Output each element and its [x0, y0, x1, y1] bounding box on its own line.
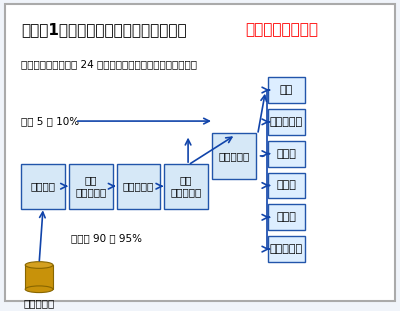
Text: 飲料用蛇口: 飲料用蛇口	[270, 117, 303, 127]
Text: 風呂水: 風呂水	[276, 180, 296, 190]
Text: パケット通信により 24 時間施設の安全を監視いたします。: パケット通信により 24 時間施設の安全を監視いたします。	[21, 59, 197, 69]
Text: 井水受水槽: 井水受水槽	[123, 181, 154, 191]
Text: 井戸水 90 ～ 95%: 井戸水 90 ～ 95%	[71, 233, 142, 243]
Text: 工法（1）市水と井戸水を混用使用する: 工法（1）市水と井戸水を混用使用する	[21, 23, 187, 38]
FancyBboxPatch shape	[268, 109, 305, 135]
FancyBboxPatch shape	[5, 4, 395, 301]
Text: トイレ: トイレ	[276, 149, 296, 159]
FancyBboxPatch shape	[212, 133, 256, 179]
FancyBboxPatch shape	[69, 164, 113, 209]
Text: 厨房: 厨房	[280, 85, 293, 95]
FancyBboxPatch shape	[164, 164, 208, 209]
FancyBboxPatch shape	[268, 141, 305, 166]
Text: 既設受水槽: 既設受水槽	[218, 151, 249, 161]
FancyBboxPatch shape	[268, 236, 305, 262]
Text: （専用水道許可）: （専用水道許可）	[246, 23, 319, 38]
Ellipse shape	[25, 286, 53, 293]
FancyBboxPatch shape	[116, 164, 160, 209]
Text: 滅菌装置: 滅菌装置	[30, 181, 56, 191]
Text: ２次
膜ろ過装置: ２次 膜ろ過装置	[170, 175, 202, 197]
FancyBboxPatch shape	[268, 173, 305, 198]
FancyBboxPatch shape	[268, 204, 305, 230]
FancyBboxPatch shape	[25, 265, 53, 289]
Text: 井戸ポンプ: 井戸ポンプ	[24, 298, 55, 308]
Text: １次
砂ろ過装置: １次 砂ろ過装置	[75, 175, 106, 197]
FancyBboxPatch shape	[21, 164, 65, 209]
Text: ボイラー等: ボイラー等	[270, 244, 303, 254]
Text: 市水 5 ～ 10%: 市水 5 ～ 10%	[21, 116, 79, 126]
Ellipse shape	[25, 262, 53, 268]
Text: 洗濯水: 洗濯水	[276, 212, 296, 222]
FancyBboxPatch shape	[268, 77, 305, 103]
